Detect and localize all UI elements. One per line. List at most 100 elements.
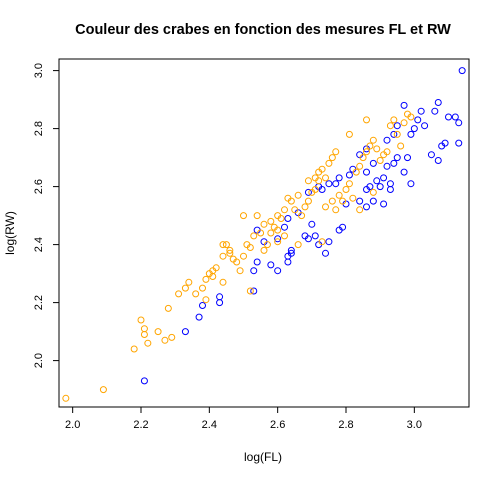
data-point <box>356 206 364 214</box>
data-point <box>257 229 265 237</box>
data-point <box>140 377 148 385</box>
y-tick-label: 2.2 <box>33 295 45 310</box>
data-point <box>202 296 210 304</box>
data-point <box>287 197 295 205</box>
data-point <box>137 316 145 324</box>
data-point <box>294 241 302 249</box>
data-point <box>335 191 343 199</box>
data-point <box>390 159 398 167</box>
chart-title: Couleur des crabes en fonction des mesur… <box>75 22 451 38</box>
data-point <box>332 148 340 156</box>
data-point <box>376 183 384 191</box>
data-point <box>339 197 347 205</box>
data-point <box>386 180 394 188</box>
data-point <box>383 136 391 144</box>
data-point <box>328 154 336 162</box>
y-axis: 2.0 2.2 2.4 2.6 2.8 3.0 <box>33 63 60 368</box>
data-point <box>322 174 329 182</box>
data-point <box>356 197 364 205</box>
data-point <box>339 223 347 231</box>
data-point <box>274 226 282 234</box>
data-point <box>181 328 189 336</box>
y-axis-label: log(RW) <box>3 211 17 255</box>
data-point <box>274 267 282 275</box>
data-point <box>168 333 176 341</box>
data-point <box>400 168 408 176</box>
data-point <box>140 325 148 333</box>
x-axis: 2.0 2.2 2.4 2.6 2.8 3.0 <box>65 406 422 431</box>
data-point <box>393 130 401 138</box>
data-point <box>400 119 408 127</box>
data-point <box>294 191 302 199</box>
data-point <box>332 206 340 214</box>
data-point <box>236 267 244 275</box>
data-point <box>175 290 183 298</box>
data-point <box>369 159 377 167</box>
data-point <box>185 278 193 286</box>
data-point <box>304 188 312 196</box>
data-point <box>195 313 203 321</box>
data-point <box>363 168 370 176</box>
x-tick-label: 2.6 <box>270 419 285 431</box>
x-tick-label: 2.0 <box>65 419 80 431</box>
data-point <box>322 203 329 211</box>
data-point <box>260 220 268 228</box>
data-point <box>219 252 227 260</box>
data-point <box>400 101 408 109</box>
data-point <box>393 122 401 130</box>
y-tick-label: 3.0 <box>33 63 45 78</box>
data-point <box>431 107 439 115</box>
data-point <box>62 394 70 402</box>
data-point <box>298 212 306 220</box>
data-point <box>390 116 398 124</box>
data-point <box>304 177 312 185</box>
data-point <box>369 188 377 196</box>
data-point <box>287 249 295 257</box>
data-point <box>410 125 418 133</box>
y-tick-label: 2.8 <box>33 121 45 136</box>
data-point <box>222 241 230 249</box>
data-point <box>363 203 370 211</box>
data-point <box>199 284 206 292</box>
data-point <box>325 159 333 167</box>
data-point <box>287 246 295 254</box>
data-point <box>373 177 381 185</box>
data-point <box>363 116 370 124</box>
data-point <box>260 246 268 254</box>
data-point <box>380 174 388 182</box>
data-point <box>219 278 227 286</box>
data-point <box>335 174 343 182</box>
data-point <box>284 215 292 222</box>
data-point <box>315 168 323 176</box>
data-point <box>383 148 391 156</box>
x-axis-label: log(FL) <box>244 450 282 464</box>
data-point <box>366 142 374 150</box>
data-point <box>267 217 275 225</box>
data-point <box>342 186 350 193</box>
y-tick-label: 2.6 <box>33 179 45 194</box>
data-point <box>417 107 425 115</box>
data-point <box>322 249 329 257</box>
data-point <box>304 197 312 205</box>
data-point <box>318 238 326 246</box>
data-point <box>281 206 288 214</box>
data-point <box>407 130 415 138</box>
data-point <box>363 148 370 156</box>
data-point <box>240 212 247 220</box>
data-point <box>383 162 391 170</box>
data-point <box>274 238 282 246</box>
data-point <box>311 186 319 193</box>
data-point <box>219 241 227 249</box>
data-point <box>250 232 258 240</box>
data-point <box>434 157 442 164</box>
data-point <box>373 145 381 153</box>
data-point <box>414 116 422 124</box>
data-point <box>393 154 401 162</box>
data-point <box>325 238 333 246</box>
data-point <box>455 139 463 147</box>
data-point <box>458 67 466 75</box>
data-point <box>161 336 169 344</box>
data-point <box>250 267 258 275</box>
